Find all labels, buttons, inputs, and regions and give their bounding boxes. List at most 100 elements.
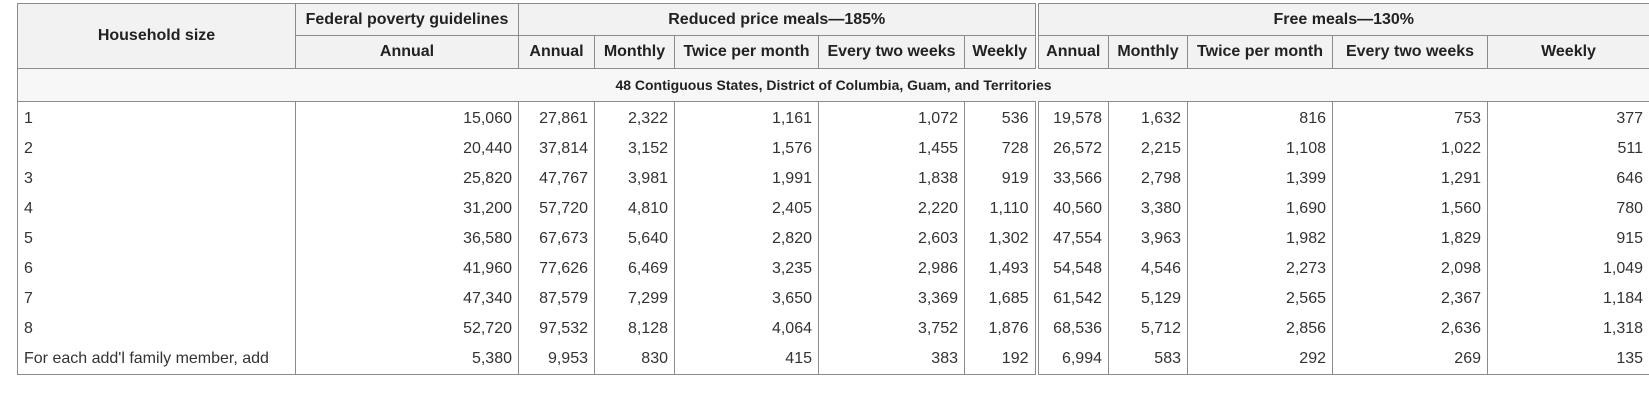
cell-federal-annual: 41,960 bbox=[295, 254, 519, 284]
cell-reduced-every-two-weeks: 383 bbox=[818, 344, 965, 375]
cell-reduced-every-two-weeks: 2,986 bbox=[818, 254, 965, 284]
region-label: 48 Contiguous States, District of Columb… bbox=[16, 68, 1649, 102]
cell-reduced-every-two-weeks: 1,072 bbox=[818, 101, 965, 134]
table-row: 6 41,960 77,626 6,469 3,235 2,986 1,493 54,548 4… bbox=[17, 254, 1649, 284]
header-free-annual: Annual bbox=[1034, 35, 1109, 69]
cell-reduced-annual: 67,673 bbox=[518, 224, 595, 254]
table-row: 3 25,820 47,767 3,981 1,991 1,838 919 33,566 2,7… bbox=[17, 164, 1649, 194]
cell-free-monthly: 5,712 bbox=[1108, 314, 1188, 344]
cell-reduced-twice-per-month: 2,820 bbox=[674, 224, 819, 254]
cell-reduced-twice-per-month: 1,576 bbox=[674, 134, 819, 164]
cell-free-monthly: 3,963 bbox=[1108, 224, 1188, 254]
cell-reduced-weekly: 919 bbox=[964, 164, 1037, 194]
cell-reduced-monthly: 2,322 bbox=[594, 101, 675, 134]
cell-federal-annual: 47,340 bbox=[295, 284, 519, 314]
cell-reduced-weekly: 1,110 bbox=[964, 194, 1037, 224]
cell-free-weekly: 646 bbox=[1486, 164, 1649, 194]
cell-free-monthly: 2,215 bbox=[1108, 134, 1188, 164]
cell-household-size: 5 bbox=[17, 224, 296, 254]
eligibility-table-wrapper: Household size Federal poverty guideline… bbox=[16, 3, 1649, 375]
cell-household-size: 7 bbox=[17, 284, 296, 314]
region-row: 48 Contiguous States, District of Columb… bbox=[16, 68, 1649, 102]
cell-reduced-twice-per-month: 1,991 bbox=[674, 164, 819, 194]
cell-reduced-annual: 57,720 bbox=[518, 194, 595, 224]
cell-reduced-every-two-weeks: 2,220 bbox=[818, 194, 965, 224]
cell-reduced-annual: 87,579 bbox=[518, 284, 595, 314]
cell-free-annual: 19,578 bbox=[1034, 101, 1109, 134]
cell-household-size: For each add'l family member, add bbox=[17, 344, 296, 375]
cell-free-twice-per-month: 1,690 bbox=[1187, 194, 1333, 224]
cell-free-every-two-weeks: 2,098 bbox=[1332, 254, 1488, 284]
cell-free-weekly: 377 bbox=[1486, 101, 1649, 134]
cell-free-monthly: 1,632 bbox=[1108, 101, 1188, 134]
cell-free-twice-per-month: 292 bbox=[1187, 344, 1333, 375]
cell-free-every-two-weeks: 1,291 bbox=[1332, 164, 1488, 194]
cell-household-size: 8 bbox=[17, 314, 296, 344]
table-row: 4 31,200 57,720 4,810 2,405 2,220 1,110 40,560 3… bbox=[17, 194, 1649, 224]
cell-reduced-monthly: 3,981 bbox=[594, 164, 675, 194]
table-body: 1 15,060 27,861 2,322 1,161 1,072 536 19,578 1,6… bbox=[17, 101, 1649, 375]
cell-household-size: 2 bbox=[17, 134, 296, 164]
header-reduced-monthly: Monthly bbox=[594, 35, 675, 69]
table-row: 7 47,340 87,579 7,299 3,650 3,369 1,685 61,542 5… bbox=[17, 284, 1649, 314]
cell-reduced-twice-per-month: 3,235 bbox=[674, 254, 819, 284]
cell-reduced-every-two-weeks: 1,455 bbox=[818, 134, 965, 164]
cell-household-size: 4 bbox=[17, 194, 296, 224]
cell-free-every-two-weeks: 1,829 bbox=[1332, 224, 1488, 254]
cell-reduced-weekly: 1,685 bbox=[964, 284, 1037, 314]
cell-free-twice-per-month: 2,273 bbox=[1187, 254, 1333, 284]
header-reduced-group: Reduced price meals—185% bbox=[518, 3, 1037, 36]
header-free-monthly: Monthly bbox=[1108, 35, 1188, 69]
cell-free-weekly: 1,184 bbox=[1486, 284, 1649, 314]
cell-free-every-two-weeks: 2,636 bbox=[1332, 314, 1488, 344]
table-row: 8 52,720 97,532 8,128 4,064 3,752 1,876 68,536 5… bbox=[17, 314, 1649, 344]
cell-free-every-two-weeks: 1,560 bbox=[1332, 194, 1488, 224]
cell-federal-annual: 20,440 bbox=[295, 134, 519, 164]
cell-federal-annual: 31,200 bbox=[295, 194, 519, 224]
cell-federal-annual: 5,380 bbox=[295, 344, 519, 375]
cell-free-weekly: 511 bbox=[1486, 134, 1649, 164]
header-free-twice-per-month: Twice per month bbox=[1187, 35, 1333, 69]
cell-reduced-annual: 9,953 bbox=[518, 344, 595, 375]
cell-reduced-weekly: 728 bbox=[964, 134, 1037, 164]
cell-free-every-two-weeks: 1,022 bbox=[1332, 134, 1488, 164]
cell-reduced-twice-per-month: 2,405 bbox=[674, 194, 819, 224]
cell-reduced-monthly: 8,128 bbox=[594, 314, 675, 344]
cell-free-monthly: 5,129 bbox=[1108, 284, 1188, 314]
cell-free-twice-per-month: 2,856 bbox=[1187, 314, 1333, 344]
cell-reduced-monthly: 830 bbox=[594, 344, 675, 375]
cell-reduced-monthly: 6,469 bbox=[594, 254, 675, 284]
cell-reduced-monthly: 5,640 bbox=[594, 224, 675, 254]
cell-free-weekly: 135 bbox=[1486, 344, 1649, 375]
cell-reduced-monthly: 3,152 bbox=[594, 134, 675, 164]
cell-free-every-two-weeks: 269 bbox=[1332, 344, 1488, 375]
header-reduced-annual: Annual bbox=[518, 35, 595, 69]
cell-free-annual: 40,560 bbox=[1034, 194, 1109, 224]
cell-free-annual: 54,548 bbox=[1034, 254, 1109, 284]
cell-free-monthly: 583 bbox=[1108, 344, 1188, 375]
cell-reduced-every-two-weeks: 2,603 bbox=[818, 224, 965, 254]
cell-free-annual: 61,542 bbox=[1034, 284, 1109, 314]
cell-reduced-every-two-weeks: 3,369 bbox=[818, 284, 965, 314]
cell-federal-annual: 36,580 bbox=[295, 224, 519, 254]
cell-reduced-every-two-weeks: 1,838 bbox=[818, 164, 965, 194]
cell-reduced-twice-per-month: 3,650 bbox=[674, 284, 819, 314]
header-federal-group: Federal poverty guidelines bbox=[295, 3, 519, 36]
cell-free-monthly: 2,798 bbox=[1108, 164, 1188, 194]
header-free-weekly: Weekly bbox=[1486, 35, 1649, 69]
cell-reduced-annual: 97,532 bbox=[518, 314, 595, 344]
header-reduced-twice-per-month: Twice per month bbox=[674, 35, 819, 69]
table-row: 5 36,580 67,673 5,640 2,820 2,603 1,302 47,554 3… bbox=[17, 224, 1649, 254]
cell-reduced-weekly: 192 bbox=[964, 344, 1037, 375]
cell-reduced-annual: 37,814 bbox=[518, 134, 595, 164]
cell-free-weekly: 915 bbox=[1486, 224, 1649, 254]
cell-reduced-twice-per-month: 415 bbox=[674, 344, 819, 375]
cell-reduced-weekly: 536 bbox=[964, 101, 1037, 134]
cell-federal-annual: 25,820 bbox=[295, 164, 519, 194]
cell-free-monthly: 3,380 bbox=[1108, 194, 1188, 224]
header-reduced-weekly: Weekly bbox=[964, 35, 1037, 69]
cell-reduced-annual: 77,626 bbox=[518, 254, 595, 284]
cell-free-twice-per-month: 816 bbox=[1187, 101, 1333, 134]
cell-free-annual: 68,536 bbox=[1034, 314, 1109, 344]
header-free-every-two-weeks: Every two weeks bbox=[1332, 35, 1488, 69]
